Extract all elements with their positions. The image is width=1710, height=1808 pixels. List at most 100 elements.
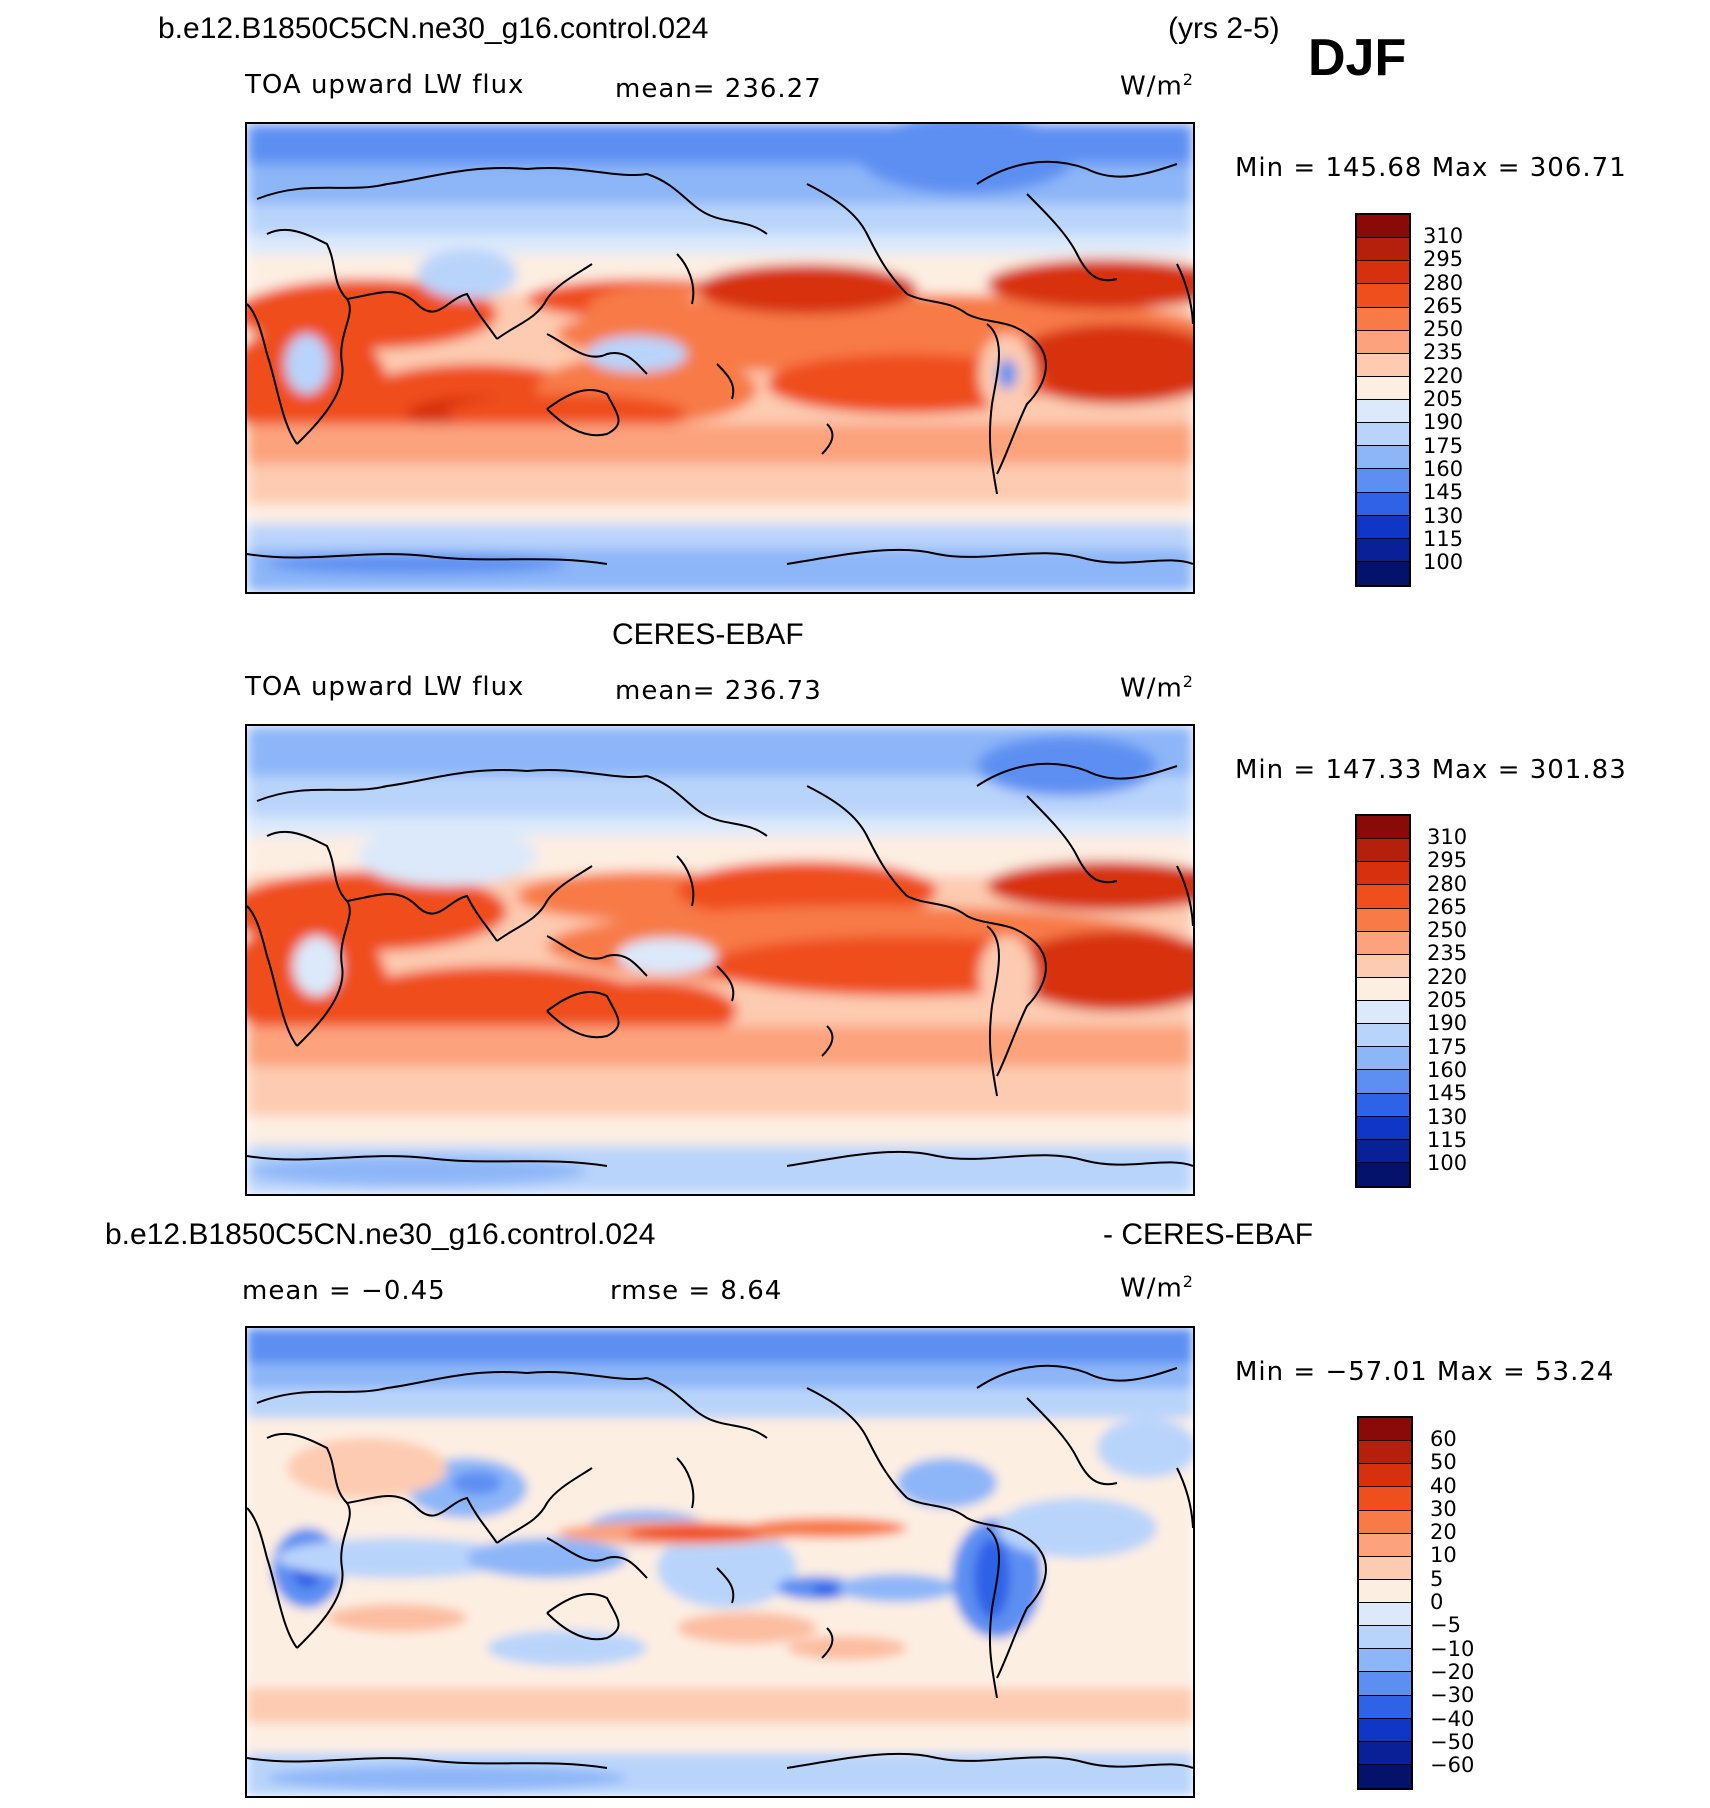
- colorbar-segment: [1357, 1047, 1409, 1071]
- colorbar-segment: [1357, 816, 1409, 840]
- colorbar-ticks-model: 310 295 280 265 250 235 220 205 190 175 160 145 130 1…: [1423, 224, 1464, 575]
- case-title: b.e12.B1850C5CN.ne30_g16.control.024: [158, 12, 709, 45]
- colorbar-segment: [1357, 862, 1409, 886]
- colorbar-segment: [1359, 1464, 1411, 1488]
- units-label-model: W/m2: [1120, 70, 1194, 102]
- colorbar-segment: [1357, 1093, 1409, 1117]
- colorbar-tick-label: 235: [1427, 941, 1468, 966]
- coastlines: [247, 762, 1193, 1167]
- colorbar-segment: [1357, 376, 1409, 400]
- colorbar-tick-label: 310: [1427, 825, 1468, 849]
- colorbar-tick-label: 250: [1423, 317, 1464, 342]
- colorbar-segment: [1357, 492, 1409, 516]
- colorbar-segment: [1357, 538, 1409, 562]
- colorbar-tick-label: 220: [1427, 964, 1468, 989]
- colorbar-tick-label: −10: [1430, 1636, 1475, 1661]
- obs-title: CERES-EBAF: [612, 618, 804, 651]
- mean-label-diff: mean = −0.45: [242, 1276, 446, 1306]
- map-diff: [247, 1328, 1193, 1796]
- colorbar-tick-label: 30: [1430, 1496, 1457, 1521]
- variable-label-model: TOA upward LW flux: [245, 70, 525, 100]
- colorbar-segment: [1357, 977, 1409, 1001]
- colorbar-segment: [1357, 238, 1409, 262]
- colorbar-segment: [1359, 1441, 1411, 1465]
- colorbar-segment: [1359, 1626, 1411, 1650]
- colorbar-tick-label: 295: [1423, 247, 1464, 272]
- variable-label-obs: TOA upward LW flux: [245, 672, 525, 702]
- colorbar-tick-label: 160: [1423, 456, 1464, 481]
- colorbar-tick-label: 100: [1427, 1151, 1468, 1176]
- colorbar-segment: [1357, 1001, 1409, 1025]
- colorbar-tick-label: 115: [1427, 1127, 1468, 1152]
- colorbar-tick-label: 235: [1423, 340, 1464, 365]
- colorbar-tick-label: −5: [1430, 1613, 1461, 1638]
- colorbar-segment: [1357, 423, 1409, 447]
- colorbar-segment: [1357, 330, 1409, 354]
- colorbar-segment: [1357, 215, 1409, 239]
- colorbar-segment: [1359, 1603, 1411, 1627]
- colorbar-segment: [1357, 1116, 1409, 1140]
- colorbar-segment: [1357, 469, 1409, 493]
- colorbar-tick-label: 145: [1423, 480, 1464, 505]
- coastlines: [247, 160, 1193, 565]
- colorbar-tick-label: 0: [1430, 1590, 1444, 1615]
- minmax-label-model: Min = 145.68 Max = 306.71: [1235, 153, 1627, 183]
- colorbar-tick-label: −50: [1430, 1729, 1475, 1754]
- colorbar-tick-label: 160: [1427, 1057, 1468, 1082]
- colorbar-segment: [1357, 885, 1409, 909]
- colorbar-model: [1355, 213, 1411, 587]
- colorbar-tick-label: 5: [1430, 1566, 1444, 1591]
- colorbar-segment: [1357, 446, 1409, 470]
- mean-label-model: mean= 236.27: [615, 74, 822, 104]
- colorbar-tick-label: 295: [1427, 848, 1468, 873]
- years-label: (yrs 2-5): [1168, 12, 1280, 45]
- colorbar-tick-label: −30: [1430, 1683, 1475, 1708]
- colorbar-tick-label: 175: [1427, 1034, 1468, 1059]
- colorbar-segment: [1359, 1579, 1411, 1603]
- colorbar-segment: [1359, 1487, 1411, 1511]
- colorbar-tick-label: 205: [1423, 387, 1464, 412]
- colorbar-tick-label: 190: [1423, 410, 1464, 435]
- colorbar-tick-label: 60: [1430, 1427, 1457, 1451]
- minmax-label-obs: Min = 147.33 Max = 301.83: [1235, 755, 1627, 785]
- colorbar-tick-label: 265: [1423, 293, 1464, 318]
- coastlines: [247, 1364, 1193, 1769]
- colorbar-segment: [1357, 515, 1409, 539]
- colorbar-tick-label: 130: [1427, 1104, 1468, 1129]
- colorbar-segment: [1359, 1718, 1411, 1742]
- colorbar-segment: [1359, 1510, 1411, 1534]
- colorbar-segment: [1357, 1162, 1409, 1186]
- colorbar-diff: [1357, 1416, 1413, 1790]
- colorbar-obs: [1355, 814, 1411, 1188]
- colorbar-tick-label: 115: [1423, 526, 1464, 551]
- colorbar-segment: [1359, 1418, 1411, 1442]
- colorbar-ticks-diff: 60 50 40 30 20 10 5 0 −5 −10 −20 −30 −40 −50 −60: [1430, 1427, 1475, 1778]
- colorbar-tick-label: 190: [1427, 1011, 1468, 1036]
- colorbar-segment: [1357, 561, 1409, 585]
- colorbar-segment: [1357, 839, 1409, 863]
- colorbar-tick-label: −60: [1430, 1753, 1475, 1778]
- colorbar-ticks-obs: 310 295 280 265 250 235 220 205 190 175 160 145 130 1…: [1427, 825, 1468, 1176]
- colorbar-tick-label: 280: [1423, 270, 1464, 295]
- colorbar-tick-label: 220: [1423, 363, 1464, 388]
- map-panel-model: [245, 122, 1195, 594]
- colorbar-segment: [1359, 1764, 1411, 1788]
- map-panel-diff: [245, 1326, 1195, 1798]
- map-panel-obs: [245, 724, 1195, 1196]
- colorbar-segment: [1357, 284, 1409, 308]
- colorbar-tick-label: 175: [1423, 433, 1464, 458]
- colorbar-segment: [1357, 400, 1409, 424]
- colorbar-tick-label: 310: [1423, 224, 1464, 248]
- units-label-diff: W/m2: [1120, 1272, 1194, 1304]
- colorbar-segment: [1357, 1139, 1409, 1163]
- colorbar-tick-label: 130: [1423, 503, 1464, 528]
- colorbar-segment: [1359, 1695, 1411, 1719]
- rmse-label-diff: rmse = 8.64: [610, 1276, 783, 1306]
- colorbar-segment: [1357, 1024, 1409, 1048]
- colorbar-tick-label: 20: [1430, 1520, 1457, 1545]
- colorbar-segment: [1357, 908, 1409, 932]
- colorbar-tick-label: 265: [1427, 894, 1468, 919]
- map-obs: [247, 726, 1193, 1194]
- map-model: [247, 124, 1193, 592]
- colorbar-tick-label: 100: [1423, 550, 1464, 575]
